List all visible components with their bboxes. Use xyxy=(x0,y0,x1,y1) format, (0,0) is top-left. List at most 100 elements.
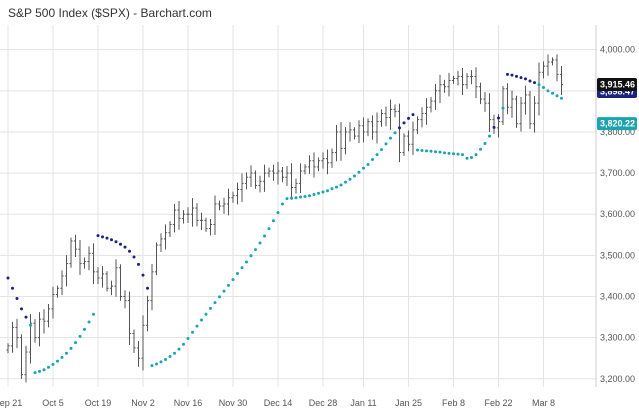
sar-dot-below xyxy=(546,89,550,93)
sar-dot-above xyxy=(105,236,109,240)
sar-dot-below xyxy=(384,142,388,146)
price-bar xyxy=(154,242,159,276)
price-bar xyxy=(465,73,469,89)
price-bar xyxy=(127,291,132,345)
price-bar xyxy=(294,178,298,194)
x-tick-label: Oct 19 xyxy=(85,398,112,408)
price-bar xyxy=(24,345,28,383)
price-bar xyxy=(321,152,325,169)
sar-dot-below xyxy=(87,320,91,324)
price-bar xyxy=(100,266,105,288)
price-bar xyxy=(15,318,19,349)
price-bar xyxy=(483,92,487,112)
price-bar xyxy=(384,106,388,127)
sar-dot-above xyxy=(515,74,518,78)
x-tick-label: Nov 2 xyxy=(131,398,155,408)
sar-dot-below xyxy=(240,266,244,270)
sar-dot-below xyxy=(357,170,361,174)
price-bar xyxy=(357,120,361,143)
price-bar xyxy=(10,321,15,353)
price-bar xyxy=(393,104,397,118)
sar-dot-below xyxy=(420,148,424,152)
sar-dot-above xyxy=(528,79,532,83)
sar-dot-below xyxy=(222,289,226,293)
sar-dot-below xyxy=(425,149,428,153)
sar-dot-below xyxy=(204,312,208,316)
sar-dot-below xyxy=(438,150,442,154)
price-bar xyxy=(150,264,154,311)
price-bar xyxy=(519,96,523,132)
sar-dot-below xyxy=(470,155,473,159)
price-bar xyxy=(532,96,537,133)
y-tick-label: 3,300.00 xyxy=(600,333,635,343)
price-bar xyxy=(451,75,456,84)
sar-dot-below xyxy=(299,195,302,199)
sar-dot-below xyxy=(200,318,203,322)
sar-dot-below xyxy=(353,174,356,178)
price-bar xyxy=(28,314,33,364)
sar-dot-below xyxy=(461,153,464,157)
sar-dot-below xyxy=(92,312,95,316)
chart-title: S&P 500 Index ($SPX) - Barchart.com xyxy=(8,6,212,20)
price-bar xyxy=(159,233,163,252)
price-bar xyxy=(280,166,285,183)
sar-dot-below xyxy=(290,196,293,200)
sar-dot-below xyxy=(33,371,37,375)
price-bar xyxy=(136,340,141,367)
price-bar xyxy=(379,109,384,127)
price-bar xyxy=(555,54,559,82)
sar-dot-above xyxy=(114,240,118,244)
price-bar xyxy=(312,152,316,178)
price-bar xyxy=(51,286,55,319)
sar-dot-below xyxy=(272,219,275,223)
price-bar xyxy=(424,98,429,125)
price-bar xyxy=(388,99,393,130)
price-bar xyxy=(487,93,492,132)
sar-dot-below xyxy=(308,194,311,198)
last-price-badge-label: 3,915.46 xyxy=(600,79,635,89)
sar-dot-below xyxy=(177,347,181,351)
price-bar xyxy=(163,224,168,250)
sar-dot-below xyxy=(303,195,307,199)
sar-dot-below xyxy=(168,355,172,359)
price-bar xyxy=(204,217,208,232)
price-bar xyxy=(123,290,127,309)
price-bar xyxy=(78,240,82,276)
sar-dot-above xyxy=(407,116,410,120)
sar-dot-below xyxy=(263,234,266,238)
price-bar xyxy=(217,200,222,211)
sar-dot-below xyxy=(443,151,446,155)
sar-dot-below xyxy=(537,83,541,87)
price-bar xyxy=(339,122,343,161)
x-tick-label: Sep 21 xyxy=(0,398,22,408)
x-tick-label: Mar 8 xyxy=(532,398,555,408)
sar-dot-below xyxy=(209,306,212,310)
price-bar xyxy=(267,167,271,178)
sar-dot-below xyxy=(371,158,374,162)
price-bar xyxy=(46,304,51,328)
price-bar xyxy=(298,163,303,194)
sar-dot-above xyxy=(492,125,496,129)
sar-dot-below xyxy=(452,152,455,156)
sar-dot-below xyxy=(474,153,478,157)
y-tick-label: 3,800.00 xyxy=(600,127,635,137)
price-bar xyxy=(208,218,213,236)
price-bar xyxy=(505,83,510,115)
price-bar xyxy=(411,121,415,155)
price-bar xyxy=(231,191,235,203)
price-bar xyxy=(370,115,375,140)
sar-dot-below xyxy=(479,147,482,151)
sar-dot-below xyxy=(173,351,176,355)
sar-below-badge xyxy=(597,117,637,131)
sar-dot-above xyxy=(497,116,500,120)
sar-dot-below xyxy=(348,177,352,181)
sar-dot-above xyxy=(128,249,131,253)
sar-dot-below xyxy=(69,346,73,350)
price-bar xyxy=(361,117,366,143)
sar-dot-below xyxy=(560,96,563,100)
sar-dot-above xyxy=(519,76,523,80)
sar-dot-below xyxy=(344,180,347,184)
sar-dot-below xyxy=(249,254,253,258)
sar-dot-below xyxy=(380,148,383,152)
